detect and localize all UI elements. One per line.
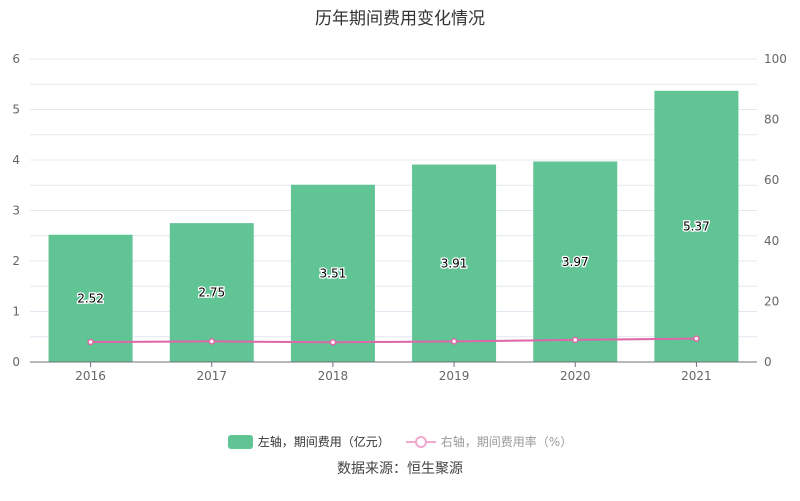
y-right-tick-label: 100 <box>764 52 787 66</box>
line-series <box>90 337 697 344</box>
line-point <box>450 338 458 345</box>
legend: 左轴，期间费用（亿元） 右轴，期间费用率（%） <box>0 433 800 450</box>
x-tick-label: 2019 <box>439 369 470 383</box>
x-tick-label: 2018 <box>318 369 349 383</box>
bar-data-label: 3.97 <box>562 255 589 269</box>
bar-data-label: 5.37 <box>683 219 710 233</box>
legend-swatch-bar <box>227 434 253 449</box>
y-left-tick-label: 4 <box>12 153 20 167</box>
bar <box>654 90 739 362</box>
line-point <box>572 336 579 344</box>
y-right-tick-label: 80 <box>764 113 779 127</box>
line-point <box>87 338 94 346</box>
source-note: 数据来源：恒生聚源 <box>337 461 463 477</box>
line-point <box>208 338 215 345</box>
x-tick-label: 2016 <box>75 369 106 383</box>
bar-data-label: 2.52 <box>77 291 104 305</box>
chart: 01234560204060801002.5220162.7520173.512… <box>12 52 787 383</box>
legend-label-bar: 左轴，期间费用（亿元） <box>257 435 390 449</box>
y-left-tick-label: 6 <box>12 52 20 66</box>
y-left-tick-label: 5 <box>12 103 20 117</box>
bar <box>290 184 375 362</box>
x-tick-label: 2020 <box>560 369 591 383</box>
legend-label-line: 右轴，期间费用率（%） <box>440 435 573 449</box>
bar <box>412 164 497 362</box>
y-left-tick-label: 0 <box>12 355 20 369</box>
y-right-tick-label: 40 <box>764 234 779 248</box>
x-tick-label: 2021 <box>681 369 712 383</box>
bar <box>533 161 618 362</box>
legend-item-bar[interactable]: 左轴，期间费用（亿元） <box>227 433 390 450</box>
y-left-tick-label: 3 <box>12 204 20 218</box>
line-point <box>329 339 337 346</box>
legend-item-line[interactable]: 右轴，期间费用率（%） <box>405 433 573 450</box>
y-right-tick-label: 60 <box>764 173 779 187</box>
bar-data-label: 2.75 <box>198 286 225 300</box>
chart-title: 历年期间费用变化情况 <box>315 9 485 29</box>
y-right-tick-label: 0 <box>764 355 772 369</box>
x-tick-label: 2017 <box>196 369 227 383</box>
y-left-tick-label: 2 <box>12 254 20 268</box>
legend-swatch-line <box>405 435 436 448</box>
bar-data-label: 3.51 <box>320 266 347 280</box>
y-right-tick-label: 20 <box>764 294 779 308</box>
line-point <box>693 335 700 342</box>
y-left-tick-label: 1 <box>12 305 20 319</box>
bar-data-label: 3.91 <box>441 256 468 270</box>
